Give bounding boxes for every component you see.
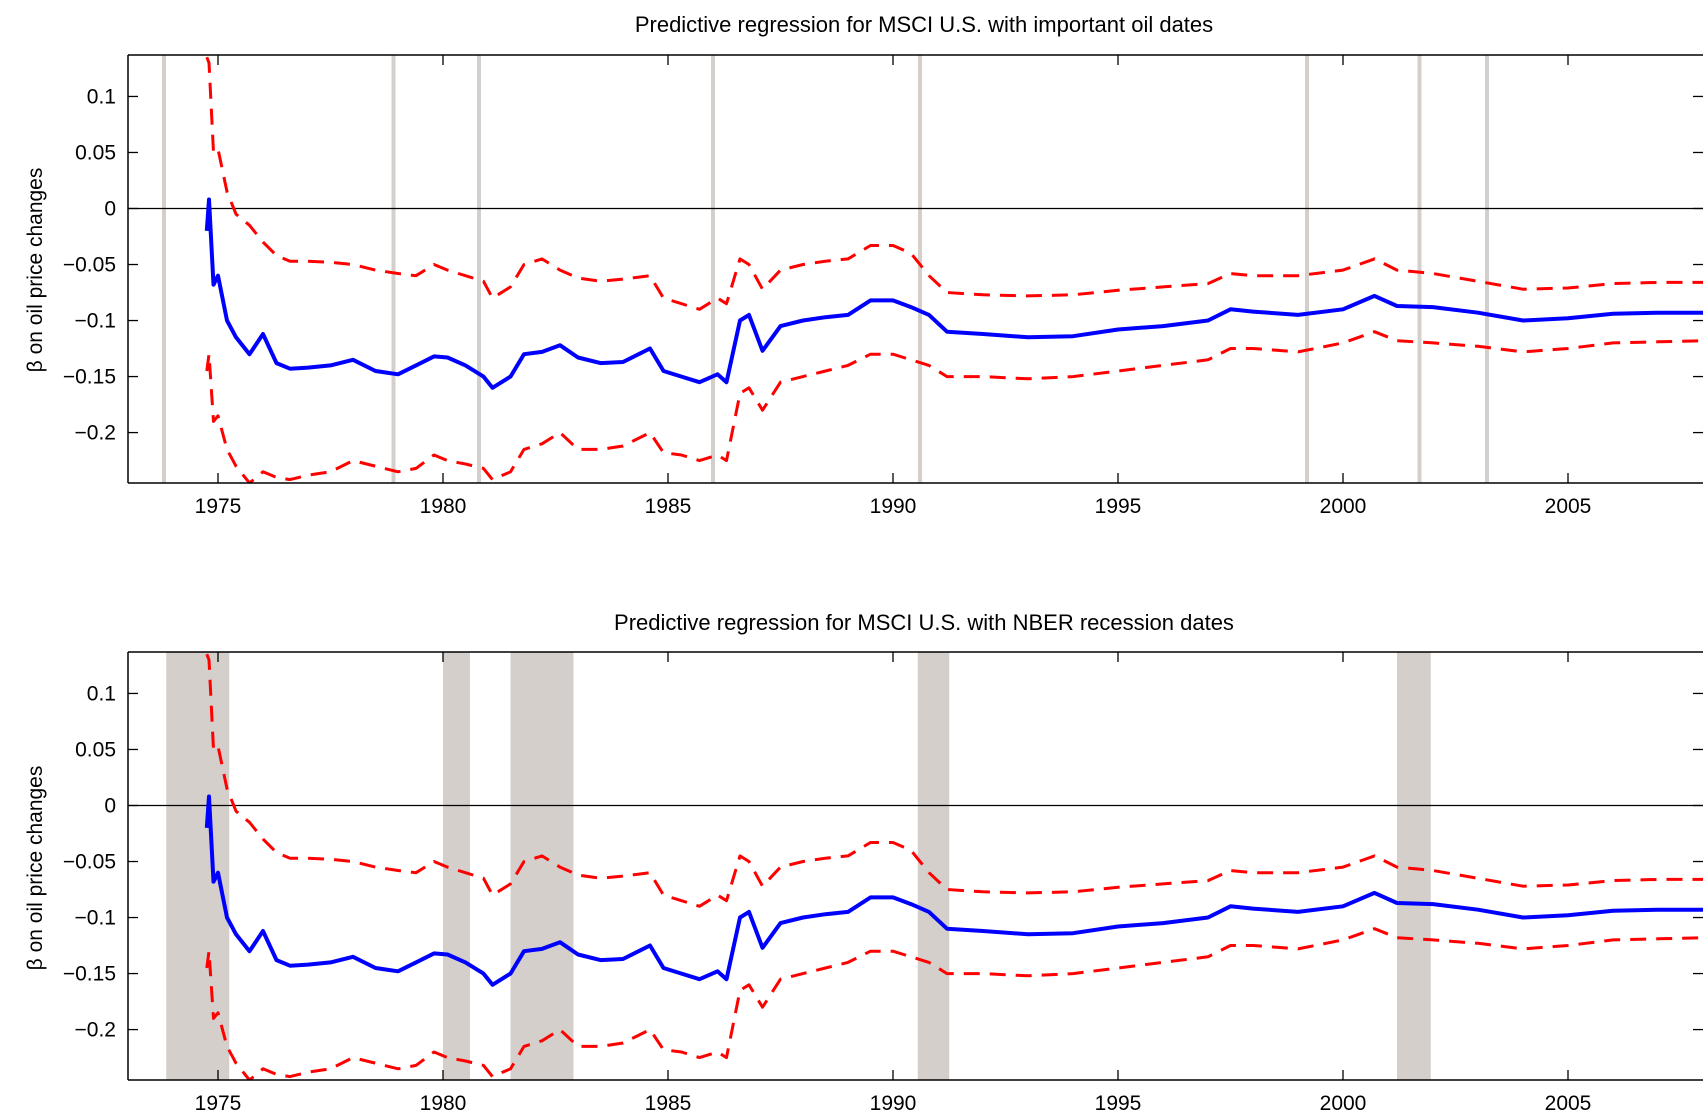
nber-recession-chart-panel: Predictive regression for MSCI U.S. with… xyxy=(24,610,1703,1115)
x-tick-label: 1975 xyxy=(195,1092,242,1115)
y-tick-label: 0.05 xyxy=(75,738,116,761)
plot-area xyxy=(128,55,1703,483)
x-tick-label: 1995 xyxy=(1095,1092,1142,1115)
x-tick-label: 1980 xyxy=(420,1092,467,1115)
x-tick-label: 1985 xyxy=(645,1092,692,1115)
y-tick-label: 0 xyxy=(104,794,116,817)
lower-confidence-band xyxy=(205,330,1703,483)
y-tick-label: −0.2 xyxy=(75,422,116,445)
upper-confidence-band xyxy=(205,653,1703,908)
y-axis-label: β on oil price changes xyxy=(24,168,47,373)
y-axis-label: β on oil price changes xyxy=(24,766,47,971)
x-tick-label: 2005 xyxy=(1545,495,1592,518)
x-tick-label: 1995 xyxy=(1095,495,1142,518)
y-tick-label: 0 xyxy=(104,197,116,220)
y-tick-label: 0.1 xyxy=(87,682,116,705)
plot-area xyxy=(128,652,1703,1080)
lower-confidence-band xyxy=(205,927,1703,1080)
chart-title: Predictive regression for MSCI U.S. with… xyxy=(614,610,1234,635)
oil-dates-chart-panel: Predictive regression for MSCI U.S. with… xyxy=(24,12,1703,518)
x-tick-label: 1975 xyxy=(195,495,242,518)
recession-band xyxy=(1397,652,1431,1080)
y-tick-label: −0.2 xyxy=(75,1019,116,1042)
x-tick-label: 1990 xyxy=(870,495,917,518)
beta-estimate-line xyxy=(204,794,1703,987)
x-tick-label: 1980 xyxy=(420,495,467,518)
recession-band xyxy=(166,652,230,1080)
x-tick-label: 2000 xyxy=(1320,1092,1367,1115)
y-tick-label: −0.15 xyxy=(63,963,116,986)
x-tick-label: 2000 xyxy=(1320,495,1367,518)
y-tick-label: 0.05 xyxy=(75,141,116,164)
chart-title: Predictive regression for MSCI U.S. with… xyxy=(635,12,1213,37)
recession-band xyxy=(917,652,950,1080)
y-tick-label: −0.05 xyxy=(63,254,116,277)
y-tick-label: −0.05 xyxy=(63,851,116,874)
y-tick-label: −0.15 xyxy=(63,366,116,389)
y-tick-label: −0.1 xyxy=(75,310,116,333)
upper-confidence-band xyxy=(205,56,1703,311)
beta-estimate-line xyxy=(204,197,1703,390)
x-tick-label: 1990 xyxy=(870,1092,917,1115)
y-tick-label: 0.1 xyxy=(87,85,116,108)
x-tick-label: 2005 xyxy=(1545,1092,1592,1115)
y-tick-label: −0.1 xyxy=(75,907,116,930)
x-tick-label: 1985 xyxy=(645,495,692,518)
